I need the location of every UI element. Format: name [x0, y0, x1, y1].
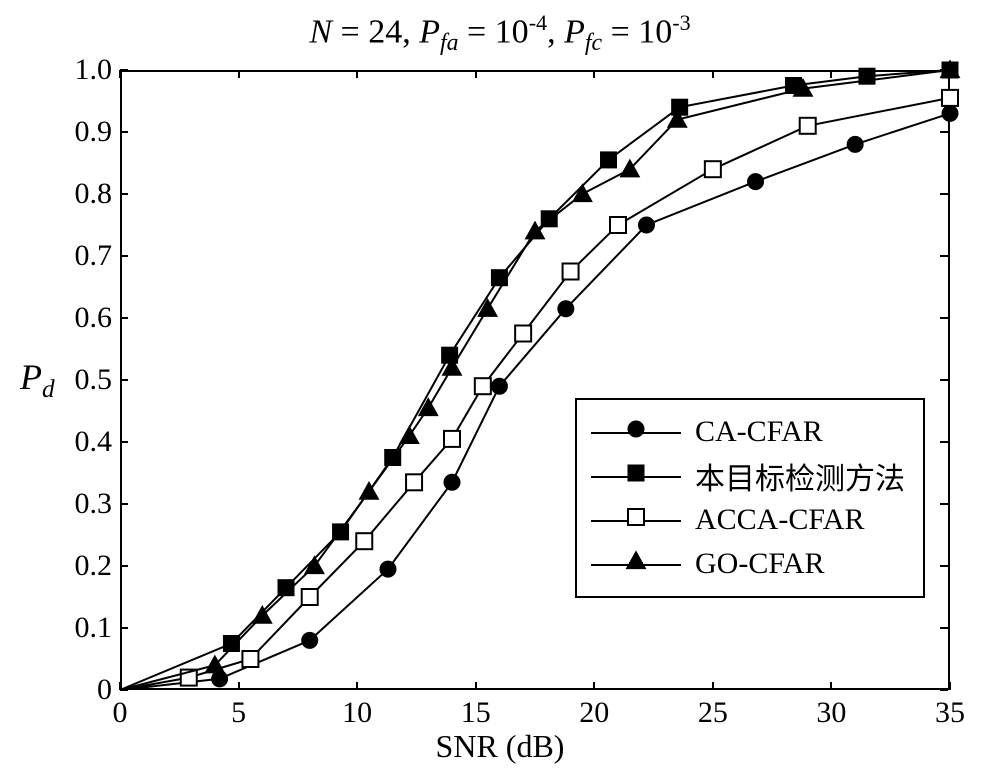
- legend-label: ACCA-CFAR: [695, 503, 864, 537]
- legend-row-proposed: 本目标检测方法: [591, 454, 905, 498]
- series-marker-ACCA-CFAR: [705, 161, 721, 177]
- legend: CA-CFAR 本目标检测方法 ACCA-CFAR GO-CFAR: [575, 398, 925, 598]
- series-marker-ACCA-CFAR: [942, 90, 958, 106]
- ytick-label: 0.7: [52, 239, 112, 273]
- series-marker-ACCA-CFAR: [563, 264, 579, 280]
- series-marker-CA-CFAR: [558, 301, 574, 317]
- ytick-label: 1.0: [52, 53, 112, 87]
- ytick-label: 0.1: [52, 611, 112, 645]
- series-marker-ACCA-CFAR: [610, 217, 626, 233]
- series-marker-CA-CFAR: [302, 632, 318, 648]
- ytick-label: 0.3: [52, 487, 112, 521]
- xtick-label: 25: [698, 696, 728, 730]
- legend-label: CA-CFAR: [695, 415, 823, 449]
- legend-label: GO-CFAR: [695, 547, 824, 581]
- xtick-label: 5: [231, 696, 246, 730]
- xtick-label: 20: [579, 696, 609, 730]
- legend-label: 本目标检测方法: [695, 454, 905, 498]
- ytick-label: 0.5: [52, 363, 112, 397]
- ytick-label: 0.9: [52, 115, 112, 149]
- series-marker-proposed: [491, 270, 507, 286]
- series-marker-CA-CFAR: [380, 561, 396, 577]
- xtick-label: 15: [461, 696, 491, 730]
- series-marker-proposed: [601, 152, 617, 168]
- y-axis-label: Pd: [20, 356, 55, 404]
- xtick-label: 0: [113, 696, 128, 730]
- ytick-label: 0.8: [52, 177, 112, 211]
- series-marker-CA-CFAR: [638, 217, 654, 233]
- series-marker-GO-CFAR: [359, 482, 378, 499]
- x-axis-label: SNR (dB): [0, 728, 1000, 765]
- chart-container: N = 24, Pfa = 10-4, Pfc = 10-3 Pd SNR (d…: [0, 0, 1000, 769]
- series-marker-CA-CFAR: [491, 378, 507, 394]
- series-marker-ACCA-CFAR: [302, 589, 318, 605]
- series-marker-CA-CFAR: [444, 474, 460, 490]
- series-marker-ACCA-CFAR: [800, 118, 816, 134]
- ytick-label: 0.2: [52, 549, 112, 583]
- series-marker-proposed: [672, 99, 688, 115]
- xtick-label: 35: [935, 696, 965, 730]
- series-marker-ACCA-CFAR: [242, 651, 258, 667]
- series-marker-CA-CFAR: [847, 136, 863, 152]
- series-marker-CA-CFAR: [942, 105, 958, 121]
- legend-row-acca-cfar: ACCA-CFAR: [591, 498, 905, 542]
- ytick-label: 0: [52, 673, 112, 707]
- series-marker-ACCA-CFAR: [515, 326, 531, 342]
- series-marker-CA-CFAR: [748, 174, 764, 190]
- legend-row-go-cfar: GO-CFAR: [591, 542, 905, 586]
- series-marker-GO-CFAR: [400, 426, 419, 443]
- title-N: N: [309, 13, 332, 50]
- ytick-label: 0.6: [52, 301, 112, 335]
- chart-title: N = 24, Pfa = 10-4, Pfc = 10-3: [0, 10, 1000, 57]
- ytick-label: 0.4: [52, 425, 112, 459]
- series-marker-ACCA-CFAR: [444, 431, 460, 447]
- legend-row-ca-cfar: CA-CFAR: [591, 410, 905, 454]
- series-marker-ACCA-CFAR: [475, 378, 491, 394]
- xtick-label: 10: [342, 696, 372, 730]
- series-marker-ACCA-CFAR: [406, 474, 422, 490]
- series-marker-ACCA-CFAR: [356, 533, 372, 549]
- xtick-label: 30: [816, 696, 846, 730]
- series-line-ACCA-CFAR: [120, 98, 950, 690]
